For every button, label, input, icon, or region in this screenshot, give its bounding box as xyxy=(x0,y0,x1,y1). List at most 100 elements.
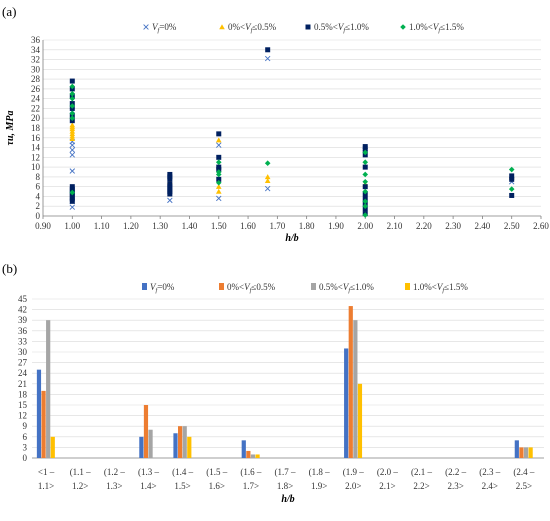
y-tick-label: 0 xyxy=(23,453,28,463)
panel-b-label: (b) xyxy=(2,261,17,276)
data-point xyxy=(362,212,369,218)
x-tick-label: 1.5> xyxy=(174,481,190,491)
data-point xyxy=(215,183,222,189)
y-tick-label: 6 xyxy=(23,432,28,442)
data-point xyxy=(69,147,76,153)
data-point xyxy=(362,203,369,210)
data-point xyxy=(509,173,515,179)
legend-marker xyxy=(143,24,149,30)
x-tick-label: 2.00 xyxy=(357,221,373,231)
data-point xyxy=(69,83,76,90)
x-tick-label: (1.6 – xyxy=(240,467,261,477)
legend-entry: 0%<Vf≤0.5% xyxy=(227,282,276,294)
bar xyxy=(344,348,349,458)
data-point xyxy=(215,169,222,175)
y-tick-label: 33 xyxy=(18,336,28,346)
x-tick-label: (1.2 – xyxy=(104,467,125,477)
x-tick-label: (1.9 – xyxy=(343,467,364,477)
x-tick-label: (1.8 – xyxy=(309,467,330,477)
y-tick-label: 12 xyxy=(18,411,27,421)
data-point xyxy=(69,189,76,196)
x-tick-label: 1.30 xyxy=(152,221,168,231)
legend-entry: 0%<Vf≤0.5% xyxy=(228,22,277,34)
y-tick-label: 32 xyxy=(31,55,40,65)
x-tick-label: (2.2 – xyxy=(445,467,466,477)
x-tick-label: 2.20 xyxy=(416,221,432,231)
data-point xyxy=(362,171,369,178)
bar xyxy=(36,369,42,458)
x-tick-label: 1.50 xyxy=(211,221,227,231)
x-tick-label: 1.7> xyxy=(243,481,259,491)
data-point xyxy=(264,185,271,192)
legend-entry: 0.5%<Vf≤1.0% xyxy=(319,282,374,294)
y-tick-label: 8 xyxy=(36,172,41,182)
data-point xyxy=(508,186,515,192)
x-tick-label: 2.60 xyxy=(533,221,549,231)
data-point xyxy=(69,110,76,117)
x-tick-label: 0.90 xyxy=(35,221,51,231)
bar xyxy=(143,405,149,458)
data-point xyxy=(508,166,515,173)
bar xyxy=(173,433,178,458)
bar xyxy=(41,390,46,458)
bar xyxy=(241,440,246,458)
data-point xyxy=(69,115,76,122)
x-tick-label: 2.5> xyxy=(516,481,532,491)
data-point xyxy=(216,131,222,137)
x-tick-label: 2.0> xyxy=(345,481,361,491)
legend-entry: Vf=0% xyxy=(150,282,175,294)
data-point xyxy=(264,160,271,166)
bar xyxy=(178,426,183,458)
legend-entry: Vf=0% xyxy=(152,22,177,34)
data-point xyxy=(362,178,369,185)
y-tick-label: 30 xyxy=(31,64,41,74)
x-tick-label: 2.3> xyxy=(448,481,464,491)
x-tick-label: 1.4> xyxy=(140,481,156,491)
x-tick-label: 2.1> xyxy=(379,481,395,491)
data-point xyxy=(215,188,222,194)
legend-marker xyxy=(400,24,406,30)
x-tick-label: 2.4> xyxy=(482,481,498,491)
data-point xyxy=(264,174,271,180)
data-point xyxy=(167,197,173,204)
y-tick-label: 20 xyxy=(31,113,41,123)
data-point xyxy=(69,168,76,174)
x-tick-label: (2.3 – xyxy=(479,467,500,477)
legend-swatch xyxy=(219,283,224,290)
y-tick-label: 18 xyxy=(18,389,28,399)
legend-swatch xyxy=(142,283,147,290)
data-point xyxy=(362,184,368,190)
legend-entry: 0.5%<Vf≤1.0% xyxy=(314,22,369,34)
y-tick-label: 3 xyxy=(23,442,28,452)
x-tick-label: 1.8> xyxy=(277,481,293,491)
y-tick-label: 39 xyxy=(18,315,28,325)
data-point xyxy=(216,195,222,202)
panel-a-label: (a) xyxy=(2,4,16,19)
data-point xyxy=(265,47,271,53)
x-tick-label: 1.70 xyxy=(269,221,285,231)
y-axis-label: τu, MPa xyxy=(5,111,16,146)
y-tick-label: 27 xyxy=(18,358,28,368)
x-tick-label: (1.4 – xyxy=(172,467,193,477)
y-tick-label: 16 xyxy=(31,133,41,143)
x-tick-label: 1.20 xyxy=(123,221,139,231)
data-point xyxy=(69,122,76,128)
x-tick-label: 1.60 xyxy=(240,221,256,231)
y-tick-label: 24 xyxy=(18,368,28,378)
y-tick-label: 28 xyxy=(31,74,41,84)
bar xyxy=(357,383,363,458)
x-tick-label: 1.00 xyxy=(64,221,80,231)
data-point xyxy=(264,178,271,183)
bar xyxy=(139,436,144,458)
y-tick-label: 0 xyxy=(36,211,41,221)
bar xyxy=(246,450,251,458)
data-point xyxy=(167,171,173,177)
x-tick-label: 1.10 xyxy=(94,221,110,231)
bar xyxy=(353,320,358,458)
bar xyxy=(348,306,353,458)
y-tick-label: 24 xyxy=(31,94,41,104)
y-tick-label: 10 xyxy=(31,162,41,172)
